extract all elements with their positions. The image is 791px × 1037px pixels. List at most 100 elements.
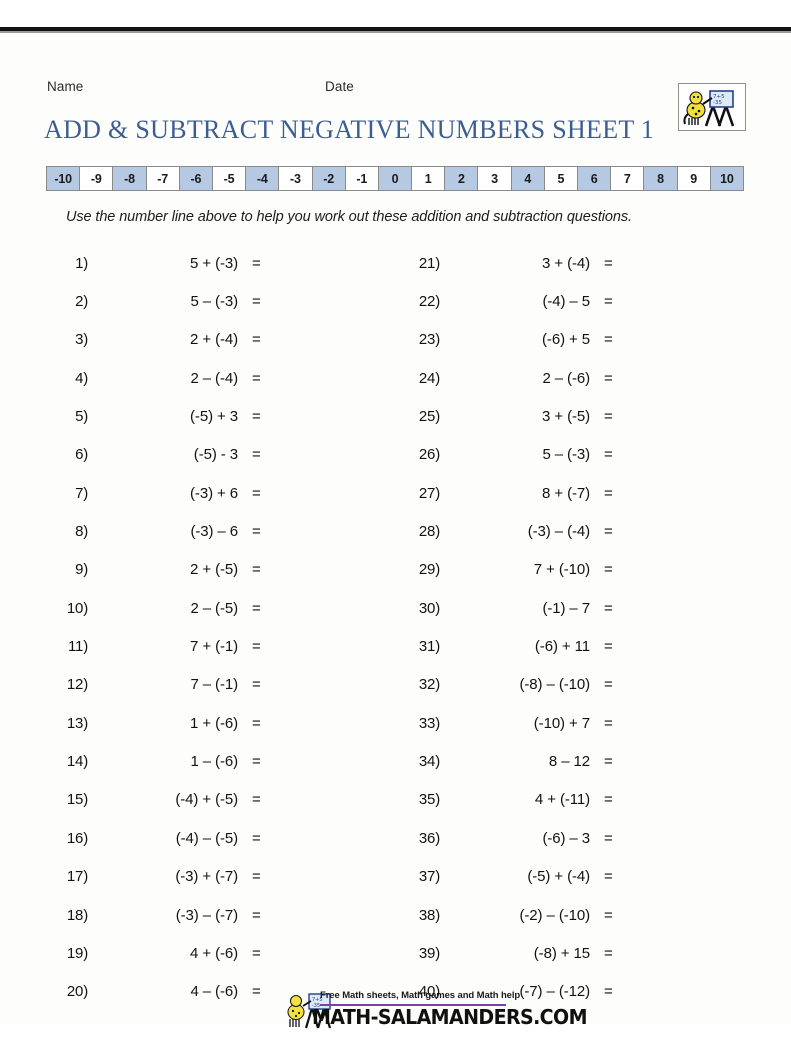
problem-number: 5) [75, 408, 88, 426]
problem-expression: (-3) – 6 [190, 523, 238, 541]
problem-number: 20) [66, 983, 88, 1001]
problem-answer-slot[interactable]: = [604, 944, 613, 962]
footer: 7+5 -35 [282, 988, 587, 1036]
problem-answer-slot[interactable]: = [252, 906, 261, 924]
problem-answer-slot[interactable]: = [604, 829, 613, 847]
problem-answer-slot[interactable]: = [252, 561, 261, 579]
problem-expression: (-6) + 11 [534, 638, 590, 656]
problem-expression: (-1) – 7 [542, 599, 590, 617]
problem-number: 32) [418, 676, 440, 694]
problem-answer-slot[interactable]: = [252, 408, 261, 426]
problem-expression: (-8) + 15 [533, 944, 590, 962]
problem-number: 27) [418, 484, 440, 502]
problem-answer-slot[interactable]: = [252, 523, 261, 541]
problem-row: 33) (-10) + 7 = [396, 704, 641, 742]
problem-expression: 4 – (-6) [190, 983, 238, 1001]
problem-answer-slot[interactable]: = [252, 638, 261, 656]
problem-expression: (-6) + 5 [542, 331, 590, 349]
problem-answer-slot[interactable]: = [604, 714, 613, 732]
problem-answer-slot[interactable]: = [604, 906, 613, 924]
problem-row: 28) (-3) – (-4) = [396, 512, 641, 550]
problem-row: 14) 1 – (-6) = [44, 742, 284, 780]
problem-number: 37) [418, 868, 440, 886]
problem-answer-slot[interactable]: = [252, 753, 261, 771]
problem-row: 17) (-3) + (-7) = [44, 858, 284, 896]
problem-expression: (-5) - 3 [193, 446, 238, 464]
problem-answer-slot[interactable]: = [252, 254, 261, 272]
problem-expression: 4 + (-11) [534, 791, 590, 809]
problem-answer-slot[interactable]: = [252, 676, 261, 694]
footer-tagline: Free Math sheets, Math games and Math he… [320, 990, 521, 1001]
problem-answer-slot[interactable]: = [604, 753, 613, 771]
number-line: -10 -9 -8 -7 -6 -5 -4 -3 -2 -1 0 1 2 3 4 5 6 7 8 9 10 [46, 166, 744, 191]
problem-expression: 8 – 12 [548, 753, 590, 771]
problem-answer-slot[interactable]: = [604, 369, 613, 387]
problem-number: 13) [66, 714, 88, 732]
problem-expression: (-3) + (-7) [175, 868, 238, 886]
problem-row: 4) 2 – (-4) = [44, 359, 284, 397]
problem-answer-slot[interactable]: = [604, 868, 613, 886]
problem-answer-slot[interactable]: = [252, 714, 261, 732]
problem-answer-slot[interactable]: = [252, 293, 261, 311]
problem-expression: 7 + (-10) [533, 561, 590, 579]
problem-answer-slot[interactable]: = [604, 293, 613, 311]
problem-row: 20) 4 – (-6) = [44, 973, 284, 1011]
problem-row: 29) 7 + (-10) = [396, 551, 641, 589]
problem-answer-slot[interactable]: = [604, 484, 613, 502]
problem-answer-slot[interactable]: = [252, 944, 261, 962]
problem-answer-slot[interactable]: = [604, 331, 613, 349]
problem-expression: 2 – (-4) [190, 369, 238, 387]
problem-row: 30) (-1) – 7 = [396, 589, 641, 627]
problem-answer-slot[interactable]: = [252, 484, 261, 502]
problem-number: 2) [75, 293, 88, 311]
problem-answer-slot[interactable]: = [604, 523, 613, 541]
problem-answer-slot[interactable]: = [252, 829, 261, 847]
problem-row: 5) (-5) + 3 = [44, 397, 284, 435]
problem-row: 38) (-2) – (-10) = [396, 896, 641, 934]
problem-expression: 2 – (-6) [542, 369, 590, 387]
problem-row: 37) (-5) + (-4) = [396, 858, 641, 896]
problem-number: 34) [418, 753, 440, 771]
number-line-cell: -8 [112, 166, 147, 191]
problem-row: 36) (-6) – 3 = [396, 819, 641, 857]
problem-answer-slot[interactable]: = [604, 791, 613, 809]
problem-answer-slot[interactable]: = [604, 638, 613, 656]
problem-answer-slot[interactable]: = [604, 254, 613, 272]
problem-number: 33) [418, 714, 440, 732]
problem-column-left: 1) 5 + (-3) = 2) 5 – (-3) = 3) 2 + (-4) = 4) 2 – (… [44, 244, 284, 1011]
problem-answer-slot[interactable]: = [252, 868, 261, 886]
problem-number: 14) [66, 753, 88, 771]
problem-answer-slot[interactable]: = [604, 561, 613, 579]
problem-expression: (-8) – (-10) [519, 676, 591, 694]
problem-row: 34) 8 – 12 = [396, 742, 641, 780]
problem-number: 9) [75, 561, 88, 579]
problem-answer-slot[interactable]: = [252, 331, 261, 349]
number-line-cell: 6 [577, 166, 612, 191]
problem-answer-slot[interactable]: = [604, 983, 613, 1001]
problem-row: 19) 4 + (-6) = [44, 934, 284, 972]
problem-number: 8) [75, 523, 88, 541]
problem-answer-slot[interactable]: = [252, 369, 261, 387]
problem-number: 19) [66, 944, 88, 962]
problem-expression: 5 – (-3) [190, 293, 238, 311]
problem-answer-slot[interactable]: = [604, 408, 613, 426]
problem-answer-slot[interactable]: = [252, 599, 261, 617]
worksheet-body: Name Date 7+5 -35 [0, 33, 791, 1029]
problem-row: 8) (-3) – 6 = [44, 512, 284, 550]
number-line-cell: -1 [344, 166, 379, 191]
problem-answer-slot[interactable]: = [604, 446, 613, 464]
problem-answer-slot[interactable]: = [604, 599, 613, 617]
problem-expression: 2 – (-5) [190, 599, 238, 617]
problem-answer-slot[interactable]: = [252, 983, 261, 1001]
problem-answer-slot[interactable]: = [252, 446, 261, 464]
number-line-cell: 10 [709, 166, 744, 191]
problem-expression: 4 + (-6) [190, 944, 238, 962]
problem-expression: 1 – (-6) [190, 753, 238, 771]
problem-row: 32) (-8) – (-10) = [396, 666, 641, 704]
problem-answer-slot[interactable]: = [252, 791, 261, 809]
problem-row: 3) 2 + (-4) = [44, 321, 284, 359]
problem-expression: (-10) + 7 [533, 714, 590, 732]
number-line-cell: -10 [46, 166, 81, 191]
problem-answer-slot[interactable]: = [604, 676, 613, 694]
problem-expression: (-4) – (-5) [175, 829, 238, 847]
